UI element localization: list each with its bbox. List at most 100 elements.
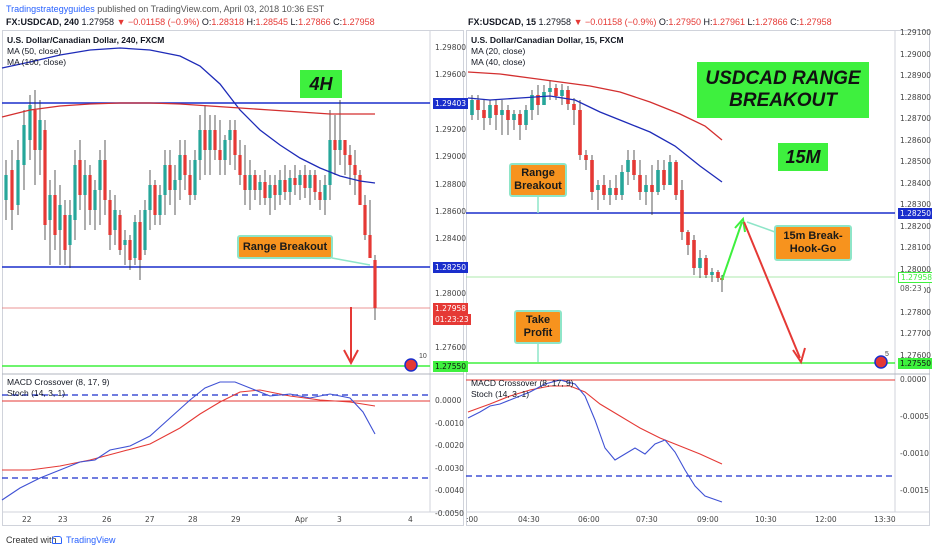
left-candle[interactable]: [53, 195, 57, 235]
left-candle[interactable]: [283, 180, 287, 192]
right-candle[interactable]: [542, 92, 546, 105]
left-ma2-label[interactable]: MA (100, close): [7, 57, 67, 67]
right-candle[interactable]: [500, 110, 504, 115]
left-candle[interactable]: [268, 185, 272, 198]
right-candle[interactable]: [656, 170, 660, 192]
left-candle[interactable]: [58, 205, 62, 230]
right-flag-badge-icon[interactable]: [874, 355, 888, 369]
right-candle[interactable]: [620, 172, 624, 195]
left-candle[interactable]: [118, 215, 122, 250]
left-time-axis[interactable]: 22 23 26 27 28 29 Apr 3 4: [2, 514, 430, 528]
left-candle[interactable]: [263, 182, 267, 198]
right-candle[interactable]: [572, 104, 576, 110]
left-candle[interactable]: [153, 185, 157, 215]
right-macd-title[interactable]: MACD Crossover (8, 17, 9): [471, 378, 574, 388]
right-candle[interactable]: [566, 90, 570, 104]
left-candle[interactable]: [273, 185, 277, 195]
left-candle[interactable]: [253, 175, 257, 190]
right-candle[interactable]: [674, 162, 678, 195]
left-candle[interactable]: [88, 175, 92, 210]
left-candle[interactable]: [288, 178, 292, 192]
right-candlesticks[interactable]: [470, 80, 724, 292]
right-candle[interactable]: [530, 95, 534, 110]
left-candle[interactable]: [4, 175, 8, 200]
right-candle[interactable]: [716, 272, 720, 278]
right-candle[interactable]: [614, 188, 618, 195]
left-candle[interactable]: [33, 110, 37, 150]
left-candle[interactable]: [108, 200, 112, 235]
right-price-axis[interactable]: 1.29100 1.29000 1.28900 1.28800 1.28700 1.286…: [898, 0, 931, 530]
left-candle[interactable]: [68, 215, 72, 245]
left-macd-title[interactable]: MACD Crossover (8, 17, 9): [7, 377, 110, 387]
left-candle[interactable]: [158, 195, 162, 215]
right-candle[interactable]: [578, 110, 582, 155]
left-candle[interactable]: [243, 175, 247, 190]
right-candle[interactable]: [506, 110, 510, 120]
left-candle[interactable]: [308, 175, 312, 188]
right-candle[interactable]: [710, 272, 714, 275]
left-candle[interactable]: [373, 260, 377, 308]
left-candle[interactable]: [208, 130, 212, 150]
left-candle[interactable]: [38, 120, 42, 150]
left-candle[interactable]: [203, 130, 207, 150]
right-candle[interactable]: [584, 155, 588, 160]
left-candle[interactable]: [278, 180, 282, 195]
right-candle[interactable]: [518, 114, 522, 125]
left-candle[interactable]: [178, 155, 182, 180]
right-candle[interactable]: [470, 100, 474, 115]
left-candle[interactable]: [313, 175, 317, 192]
chart-canvas[interactable]: [0, 0, 932, 530]
right-candle[interactable]: [650, 185, 654, 192]
right-candle[interactable]: [704, 258, 708, 275]
right-candle[interactable]: [644, 185, 648, 192]
right-candle[interactable]: [536, 95, 540, 105]
right-candle[interactable]: [596, 185, 600, 190]
right-ma1-label[interactable]: MA (20, close): [471, 46, 526, 56]
left-chart-panel[interactable]: [2, 30, 464, 526]
right-stoch-title[interactable]: Stoch (14, 3, 1): [471, 389, 530, 399]
right-candle[interactable]: [662, 170, 666, 185]
left-candle[interactable]: [303, 175, 307, 188]
left-candle[interactable]: [293, 178, 297, 185]
left-candle[interactable]: [48, 195, 52, 220]
left-candle[interactable]: [93, 190, 97, 210]
left-candle[interactable]: [10, 170, 14, 210]
left-indicator-axis[interactable]: 0.0000 -0.0010 -0.0020 -0.0030 -0.0040 -0.005…: [433, 0, 464, 530]
left-candle[interactable]: [113, 210, 117, 230]
left-candle[interactable]: [298, 175, 302, 185]
right-candle[interactable]: [482, 110, 486, 118]
right-candle[interactable]: [602, 185, 606, 195]
left-candle[interactable]: [98, 160, 102, 190]
right-candle[interactable]: [668, 162, 672, 185]
left-candle[interactable]: [338, 140, 342, 150]
left-range-breakout-callout[interactable]: Range Breakout: [237, 235, 333, 259]
left-candle[interactable]: [233, 130, 237, 155]
right-candle[interactable]: [476, 100, 480, 110]
right-candle[interactable]: [554, 88, 558, 96]
left-candle[interactable]: [128, 240, 132, 260]
left-candle[interactable]: [43, 130, 47, 225]
footer-tradingview-link[interactable]: TradingView: [66, 535, 116, 545]
right-symbol[interactable]: FX:USDCAD, 15: [468, 17, 537, 27]
left-candle[interactable]: [223, 140, 227, 160]
right-candle[interactable]: [638, 175, 642, 192]
right-ma2-label[interactable]: MA (40, close): [471, 57, 526, 67]
left-candle[interactable]: [333, 140, 337, 150]
left-candle[interactable]: [198, 130, 202, 160]
left-candle[interactable]: [328, 140, 332, 185]
left-flag-badge-icon[interactable]: [404, 358, 418, 372]
left-candle[interactable]: [123, 240, 127, 245]
right-take-profit-callout[interactable]: Take Profit: [514, 310, 562, 344]
left-candle[interactable]: [83, 175, 87, 195]
left-candle[interactable]: [168, 165, 172, 190]
left-candle[interactable]: [323, 185, 327, 200]
left-candle[interactable]: [188, 175, 192, 195]
left-candle[interactable]: [258, 182, 262, 190]
left-candle[interactable]: [248, 175, 252, 190]
left-symbol[interactable]: FX:USDCAD, 240: [6, 17, 80, 27]
right-candle[interactable]: [548, 88, 552, 92]
left-candle[interactable]: [213, 130, 217, 150]
left-candle[interactable]: [183, 155, 187, 175]
right-candle[interactable]: [680, 190, 684, 232]
left-candle[interactable]: [193, 160, 197, 195]
